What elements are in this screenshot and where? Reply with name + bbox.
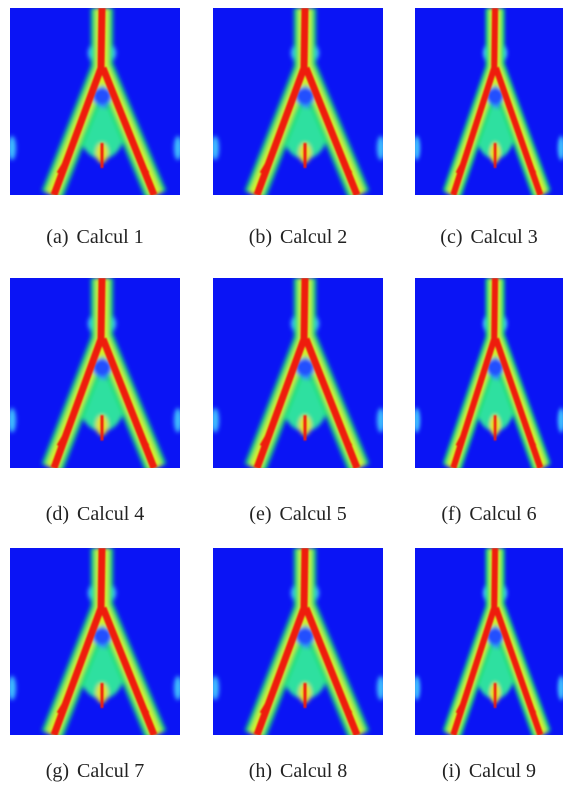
panel-label: (d) [45,503,70,525]
simulation-image [213,278,383,468]
panel-label: (h) [248,760,273,782]
panel-label: (b) [248,226,273,248]
caption: (h) Calcul 8 [208,760,388,783]
panel-label: (f) [441,503,462,525]
caption: (e) Calcul 5 [208,503,388,526]
panel-caption: Calcul 8 [280,760,348,782]
simulation-image [213,548,383,735]
caption: (a) Calcul 1 [5,226,185,249]
simulation-image [415,548,563,735]
panel-label: (c) [440,226,463,248]
panel-label: (g) [45,760,70,782]
simulation-image [10,8,180,195]
caption: (g) Calcul 7 [5,760,185,783]
caption: (c) Calcul 3 [399,226,573,249]
simulation-image [213,8,383,195]
simulation-image [415,8,563,195]
caption: (i) Calcul 9 [399,760,573,783]
panel-label: (a) [46,226,69,248]
panel-label: (e) [249,503,272,525]
panel-caption: Calcul 4 [77,503,145,525]
simulation-image [10,548,180,735]
panel-caption: Calcul 5 [279,503,347,525]
panel-caption: Calcul 2 [280,226,348,248]
caption: (d) Calcul 4 [5,503,185,526]
panel-caption: Calcul 3 [470,226,538,248]
panel-label: (i) [441,760,461,782]
simulation-image [10,278,180,468]
panel-caption: Calcul 6 [469,503,537,525]
panel-caption: Calcul 1 [76,226,144,248]
panel-caption: Calcul 9 [468,760,537,782]
simulation-image [415,278,563,468]
panel-caption: Calcul 7 [77,760,145,782]
caption: (f) Calcul 6 [399,503,573,526]
caption: (b) Calcul 2 [208,226,388,249]
